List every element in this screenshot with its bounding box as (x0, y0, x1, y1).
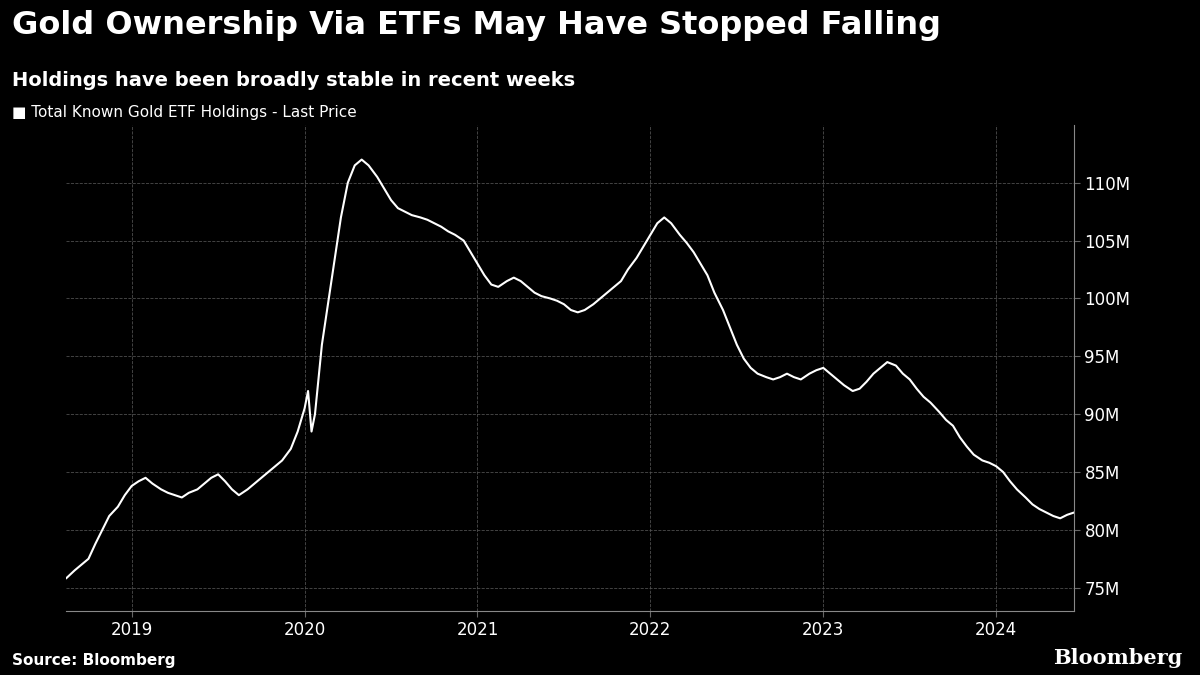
Text: Bloomberg: Bloomberg (1052, 648, 1182, 668)
Text: Holdings have been broadly stable in recent weeks: Holdings have been broadly stable in rec… (12, 71, 575, 90)
Text: ■ Total Known Gold ETF Holdings - Last Price: ■ Total Known Gold ETF Holdings - Last P… (12, 105, 356, 119)
Text: Gold Ownership Via ETFs May Have Stopped Falling: Gold Ownership Via ETFs May Have Stopped… (12, 10, 941, 41)
Text: Source: Bloomberg: Source: Bloomberg (12, 653, 175, 668)
